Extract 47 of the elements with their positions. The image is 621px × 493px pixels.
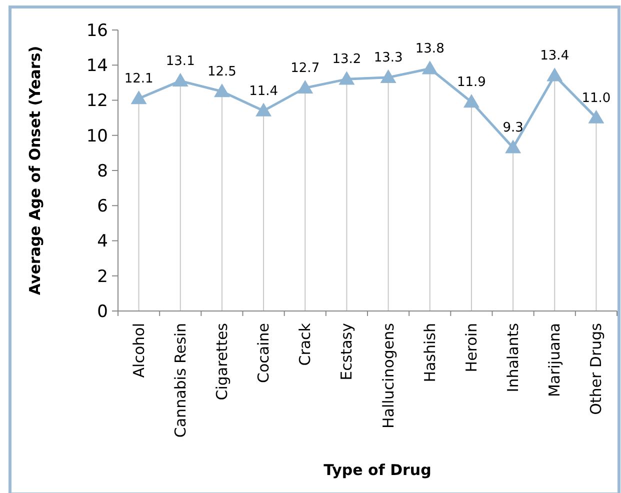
data-label: 13.1 bbox=[166, 54, 195, 69]
x-tick-label: Ecstasy bbox=[338, 322, 356, 380]
point bbox=[588, 110, 604, 124]
x-tick-label: Hallucinogens bbox=[379, 322, 398, 428]
y-tick-label: 14 bbox=[86, 56, 108, 76]
y-tick-label: 0 bbox=[97, 302, 108, 322]
y-tick-label: 12 bbox=[86, 91, 108, 112]
point bbox=[256, 102, 272, 116]
y-tick-label: 2 bbox=[97, 266, 108, 287]
data-label: 13.8 bbox=[415, 42, 444, 57]
data-label: 11.9 bbox=[456, 75, 486, 90]
data-label: 9.3 bbox=[502, 120, 524, 136]
point bbox=[297, 80, 314, 94]
x-tick-label: Inhalants bbox=[504, 322, 522, 392]
x-tick-label: Cigarettes bbox=[212, 322, 231, 400]
x-axis-title: Type of Drug bbox=[324, 461, 432, 479]
data-label: 13.2 bbox=[332, 52, 362, 68]
y-axis-title: Average Age of Onset (Years) bbox=[26, 46, 44, 296]
point bbox=[172, 72, 188, 87]
point bbox=[546, 68, 563, 82]
point bbox=[422, 60, 438, 74]
point bbox=[130, 90, 147, 104]
y-tick-label: 4 bbox=[97, 232, 108, 252]
y-tick-label: 16 bbox=[86, 20, 108, 41]
point bbox=[214, 83, 230, 98]
data-label: 11.0 bbox=[582, 90, 611, 106]
point bbox=[505, 140, 522, 154]
point bbox=[338, 71, 355, 85]
point bbox=[463, 94, 480, 108]
y-tick-label: 8 bbox=[97, 161, 108, 182]
y-tick-label: 6 bbox=[97, 196, 108, 217]
y-tick-label: 10 bbox=[86, 126, 108, 146]
x-tick-label: Heroin bbox=[462, 323, 480, 372]
x-tick-label: Hashish bbox=[420, 323, 439, 382]
x-tick-label: Crack bbox=[296, 322, 314, 366]
data-label: 13.3 bbox=[374, 50, 403, 66]
data-label: 12.1 bbox=[124, 71, 154, 86]
data-label: 13.4 bbox=[540, 48, 570, 64]
x-tick-label: Other Drugs bbox=[587, 322, 606, 415]
data-label: 12.7 bbox=[290, 60, 320, 76]
x-tick-label: Cocaine bbox=[254, 323, 273, 383]
x-tick-label: Marijuana bbox=[546, 323, 564, 398]
point bbox=[380, 69, 396, 84]
data-label: 12.5 bbox=[207, 64, 236, 80]
data-label: 11.4 bbox=[249, 84, 278, 99]
x-tick-label: Cannabis Resin bbox=[171, 323, 190, 438]
x-tick-label: Alcohol bbox=[130, 323, 148, 378]
